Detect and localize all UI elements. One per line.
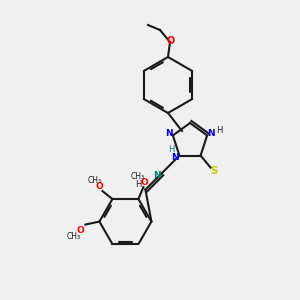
Text: O: O [95, 182, 103, 190]
Text: N: N [207, 129, 215, 138]
Text: O: O [167, 36, 175, 46]
Text: CH₃: CH₃ [130, 172, 145, 181]
Text: H: H [216, 126, 222, 135]
Text: CH₃: CH₃ [87, 176, 101, 184]
Text: CH₃: CH₃ [66, 232, 80, 241]
Text: S: S [210, 166, 217, 176]
Text: O: O [140, 178, 148, 187]
Text: O: O [76, 226, 84, 235]
Text: N: N [165, 129, 173, 138]
Text: H: H [168, 145, 175, 154]
Text: N: N [172, 153, 179, 162]
Text: N: N [154, 171, 161, 180]
Text: H: H [135, 180, 142, 189]
